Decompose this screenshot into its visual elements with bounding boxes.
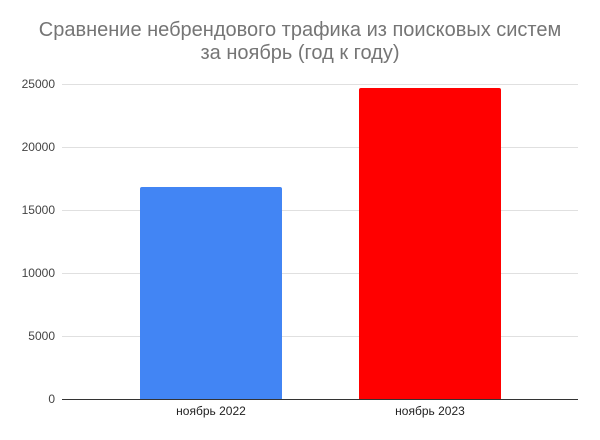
- y-tick-label: 25000: [21, 77, 55, 91]
- y-tick-label: 10000: [21, 266, 55, 280]
- x-tick-label: ноябрь 2022: [176, 404, 246, 418]
- y-tick-label: 5000: [28, 329, 55, 343]
- y-tick-label: 0: [48, 392, 55, 406]
- x-axis-line: [62, 399, 578, 400]
- chart-title-line-2: за ноябрь (год к году): [200, 42, 400, 64]
- y-tick-label: 20000: [21, 140, 55, 154]
- gridline: [62, 336, 578, 337]
- chart-title-line-1: Сравнение небрендового трафика из поиско…: [38, 19, 562, 41]
- gridline: [62, 273, 578, 274]
- x-tick-label: ноябрь 2023: [395, 404, 465, 418]
- y-tick-label: 15000: [21, 203, 55, 217]
- bar-1[interactable]: [140, 187, 282, 399]
- gridline: [62, 84, 578, 85]
- gridline: [62, 147, 578, 148]
- gridline: [62, 210, 578, 211]
- chart-title: Сравнение небрендового трафика из поиско…: [0, 19, 600, 65]
- bar-2[interactable]: [359, 88, 501, 399]
